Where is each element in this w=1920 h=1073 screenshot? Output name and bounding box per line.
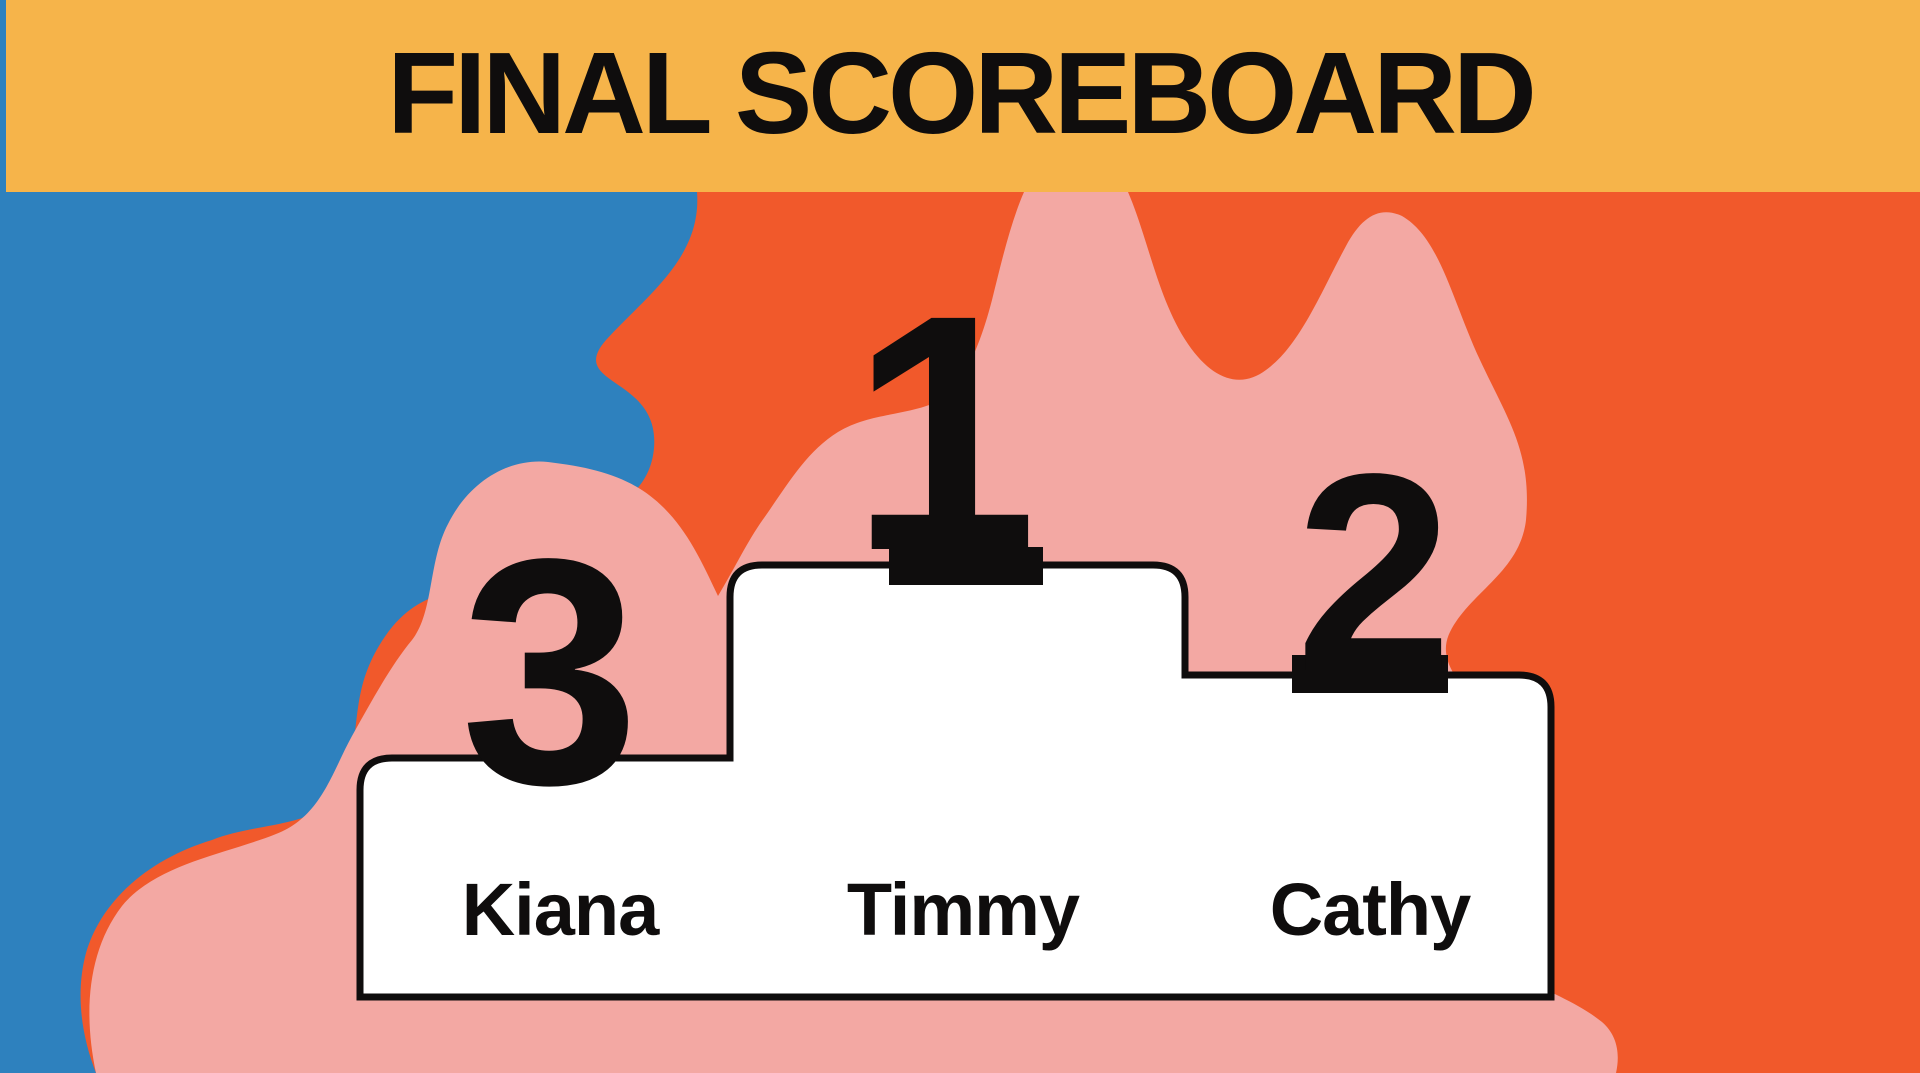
second-place-pedestal xyxy=(1292,655,1448,693)
first-place-pedestal xyxy=(889,547,1043,585)
second-place-name: Cathy xyxy=(1270,868,1471,951)
title-banner xyxy=(6,0,1920,192)
banner-left-edge xyxy=(0,0,6,192)
first-place-rank: 1 xyxy=(851,246,1038,621)
third-place-name: Kiana xyxy=(462,868,660,951)
blue-blob xyxy=(0,192,698,1073)
second-place-rank: 2 xyxy=(1296,415,1453,730)
third-place-rank: 3 xyxy=(460,493,639,852)
podium xyxy=(356,561,1555,1001)
first-place-name: Timmy xyxy=(847,868,1080,951)
page-title: FINAL SCOREBOARD xyxy=(387,28,1532,158)
